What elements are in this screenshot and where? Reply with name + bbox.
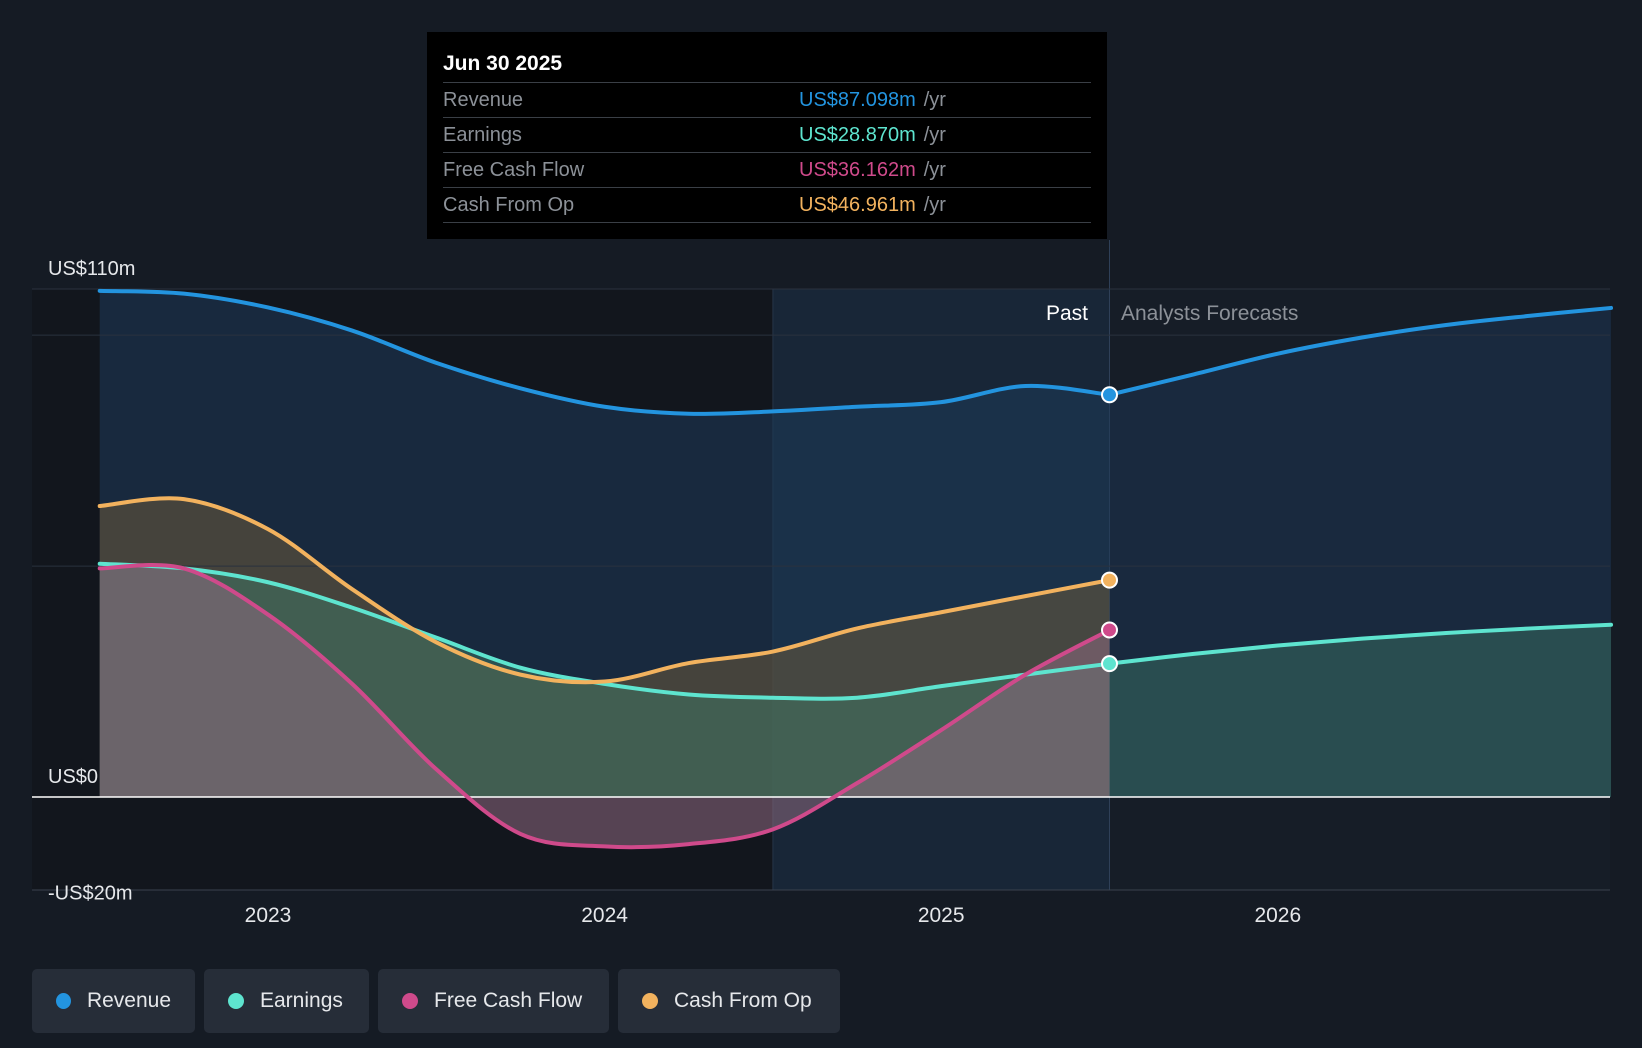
tooltip-row-cash-from-op: Cash From Op US$46.961m /yr [443, 188, 1091, 223]
tooltip-value: US$87.098m [799, 89, 916, 111]
earnings-forecast-area [1109, 624, 1612, 797]
earnings-line [97, 561, 1112, 701]
tooltip-row-earnings: Earnings US$28.870m /yr [443, 118, 1091, 153]
x-tick-label: 2023 [245, 904, 292, 927]
series-areas [99, 290, 1612, 848]
free-cash-flow-dot-icon [402, 993, 418, 1009]
tooltip-value: US$36.162m [799, 159, 916, 181]
tooltip-row-free-cash-flow: Free Cash Flow US$36.162m /yr [443, 153, 1091, 188]
tooltip-label: Cash From Op [443, 194, 575, 216]
y-tick-label: US$110m [48, 258, 135, 280]
free-cash-flow-line [97, 563, 1112, 850]
tooltip-row-revenue: Revenue US$87.098m /yr [443, 83, 1091, 118]
legend-item-free-cash-flow[interactable]: Free Cash Flow [378, 969, 609, 1033]
y-tick-label: US$0 [48, 766, 98, 788]
tooltip-unit: /yr [923, 124, 946, 146]
x-tick-label: 2024 [581, 904, 628, 927]
past-label: Past [1046, 302, 1088, 325]
earnings-dot-icon [228, 993, 244, 1009]
revenue-point [1101, 386, 1118, 404]
legend-label: Earnings [260, 989, 343, 1012]
tooltip-label: Free Cash Flow [443, 159, 585, 181]
tooltip-date: Jun 30 2025 [443, 46, 1091, 83]
legend-label: Free Cash Flow [434, 989, 583, 1012]
x-tick-label: 2026 [1254, 904, 1301, 927]
legend: Revenue Earnings Free Cash Flow Cash Fro… [32, 969, 840, 1033]
revenue-forecast-line [1107, 305, 1614, 397]
cash-from-op-point [1101, 571, 1118, 589]
tooltip-label: Revenue [443, 89, 524, 111]
legend-label: Revenue [86, 989, 171, 1012]
cash-from-op-line [97, 496, 1112, 685]
series-markers [1101, 386, 1118, 673]
forecast-region [1109, 289, 1610, 890]
legend-item-earnings[interactable]: Earnings [204, 969, 369, 1033]
axis-labels: Past Analysts Forecasts US$110m US$0 -US$2… [48, 258, 1301, 927]
earnings-point [1101, 655, 1118, 673]
revenue-dot-icon [56, 993, 71, 1009]
tooltip-unit: /yr [923, 89, 946, 111]
tooltip-unit: /yr [923, 159, 946, 181]
earnings-forecast-line [1107, 622, 1614, 666]
gridlines [32, 288, 1610, 891]
tooltip-unit: /yr [923, 194, 946, 216]
legend-item-cash-from-op[interactable]: Cash From Op [618, 969, 840, 1033]
y-tick-label: -US$20m [48, 882, 132, 904]
revenue-line [97, 288, 1112, 416]
tooltip-value: US$28.870m [799, 124, 916, 146]
tooltip: Jun 30 2025 Revenue US$87.098m /yr Earni… [427, 32, 1107, 239]
forecast-label: Analysts Forecasts [1121, 302, 1298, 325]
free-cash-flow-area [99, 564, 1110, 848]
series-lines [97, 288, 1614, 850]
revenue-forecast-area [1109, 307, 1612, 797]
free-cash-flow-point [1101, 621, 1118, 639]
tooltip-label: Earnings [443, 124, 522, 146]
legend-label: Cash From Op [674, 989, 812, 1012]
tooltip-value: US$46.961m [799, 194, 916, 216]
cash-from-op-dot-icon [642, 993, 658, 1009]
x-tick-label: 2025 [918, 904, 965, 927]
legend-item-revenue[interactable]: Revenue [32, 969, 195, 1033]
